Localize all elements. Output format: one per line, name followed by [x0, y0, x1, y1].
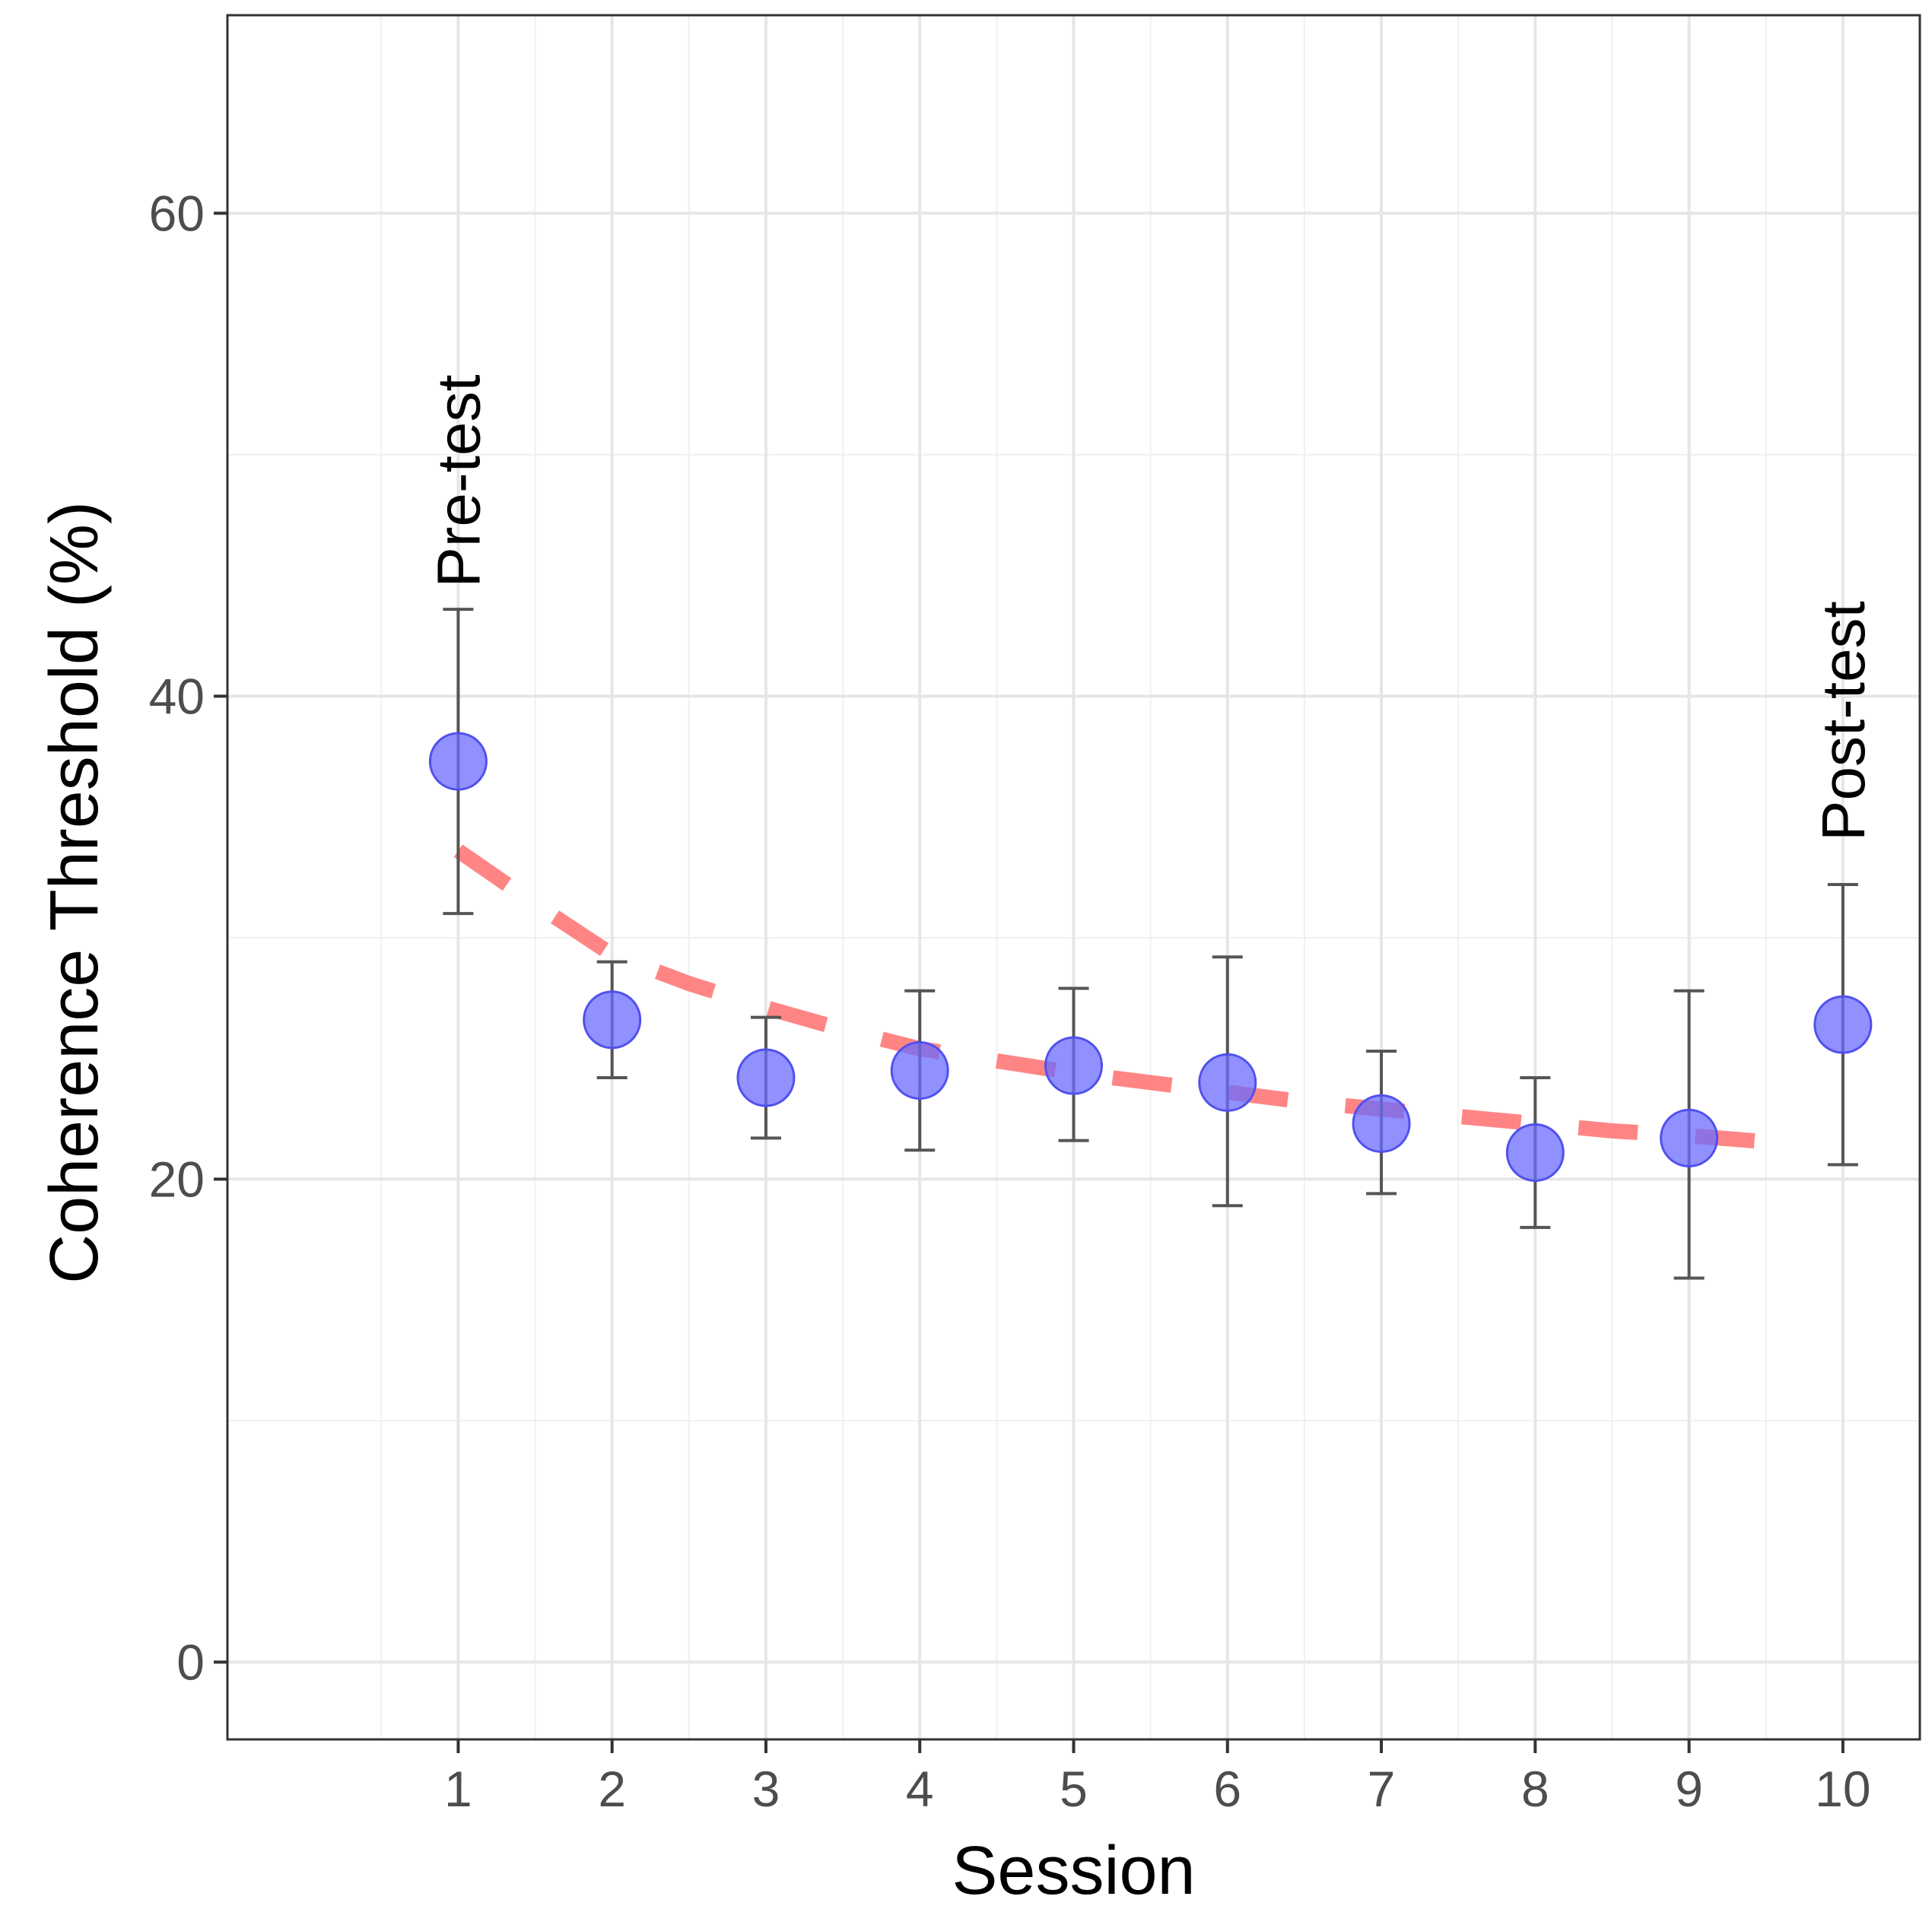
x-tick-label: 8 — [1521, 1761, 1549, 1817]
data-point — [1352, 1094, 1411, 1153]
x-tick-label: 1 — [444, 1761, 472, 1817]
x-tick-label: 2 — [598, 1761, 626, 1817]
x-tick-label: 4 — [906, 1761, 934, 1817]
data-point — [428, 732, 488, 791]
trend-line — [453, 844, 1782, 1151]
x-tick-label: 7 — [1368, 1761, 1396, 1817]
y-tick-label: 40 — [149, 668, 205, 724]
y-axis-title: Coherence Threshold (%) — [37, 501, 113, 1284]
x-tick-label: 9 — [1675, 1761, 1703, 1817]
data-point — [1044, 1036, 1103, 1095]
y-tick-label: 0 — [176, 1634, 205, 1690]
y-tick-label: 60 — [149, 185, 205, 241]
x-tick-label: 10 — [1815, 1761, 1870, 1817]
x-tick-label: 5 — [1060, 1761, 1088, 1817]
y-tick-label: 20 — [149, 1151, 205, 1207]
data-point — [890, 1041, 949, 1101]
data-point — [1198, 1053, 1257, 1112]
data-point — [1813, 995, 1873, 1054]
data-point — [736, 1048, 796, 1107]
axes: 0 20 40 60 1 2 3 4 5 6 7 8 9 10 — [149, 185, 1871, 1817]
data-point — [1505, 1123, 1565, 1182]
point-layer — [428, 732, 1873, 1182]
data-point — [583, 990, 642, 1050]
x-tick-label: 6 — [1213, 1761, 1241, 1817]
annotations: Pre-test Post-test — [424, 374, 1876, 840]
x-tick-label: 3 — [752, 1761, 780, 1817]
trend-line-layer — [453, 844, 1782, 1151]
annotation-label: Pre-test — [424, 374, 492, 587]
x-axis-title: Session — [952, 1833, 1195, 1909]
annotation-label: Post-test — [1810, 601, 1877, 841]
data-point — [1660, 1108, 1719, 1167]
